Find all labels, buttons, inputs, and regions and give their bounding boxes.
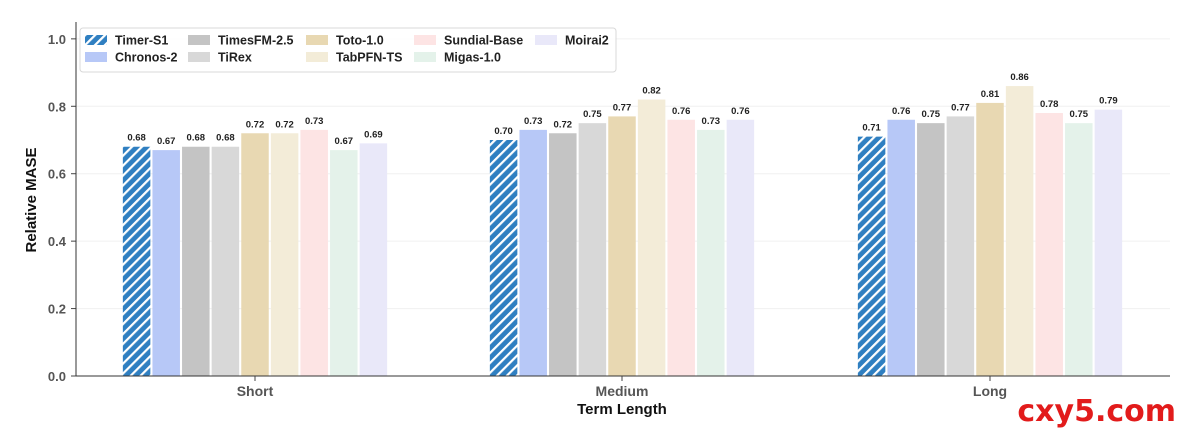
legend-label: Sundial-Base bbox=[444, 34, 523, 48]
data-label: 0.81 bbox=[981, 89, 1000, 100]
legend-swatch bbox=[306, 35, 328, 45]
data-label: 0.68 bbox=[216, 133, 235, 144]
data-label: 0.79 bbox=[1099, 96, 1118, 107]
bar-tirex-long bbox=[946, 116, 975, 377]
bar-timer-s1-medium bbox=[489, 140, 518, 376]
legend-box bbox=[79, 27, 617, 73]
bar-tirex-short bbox=[211, 146, 240, 376]
legend-label: TiRex bbox=[218, 51, 252, 65]
data-label: 0.76 bbox=[731, 106, 750, 117]
bars bbox=[122, 86, 1123, 377]
x-tick-label: Short bbox=[237, 383, 274, 399]
data-label: 0.72 bbox=[246, 119, 265, 130]
bar-tabpfn-ts-medium bbox=[637, 99, 666, 377]
x-tick-label: Medium bbox=[596, 383, 649, 399]
legend-swatch bbox=[188, 35, 210, 45]
bar-sundial-base-long bbox=[1035, 113, 1063, 377]
data-label: 0.76 bbox=[672, 106, 691, 117]
data-label: 0.67 bbox=[157, 136, 176, 147]
data-label: 0.76 bbox=[892, 106, 911, 117]
bar-tirex-medium bbox=[578, 123, 607, 377]
data-labels: 0.68 0.67 0.68 0.68 0.72 0.72 0.73 0.67 0.69 0.70… bbox=[127, 72, 1117, 147]
bar-timesfm-2-5-short bbox=[182, 146, 210, 376]
data-label: 0.72 bbox=[554, 119, 573, 130]
bar-timer-s1-short bbox=[122, 146, 151, 376]
legend-swatch bbox=[535, 35, 557, 45]
legend-swatch bbox=[414, 52, 436, 62]
legend: Timer-S1 Chronos-2 TimesFM-2.5 TiRex Toto-1.… bbox=[79, 27, 617, 73]
x-axis-label: Term Length bbox=[577, 401, 667, 418]
bar-migas-1-0-short bbox=[330, 150, 358, 376]
bar-timer-s1-long bbox=[857, 136, 886, 376]
legend-label: TimesFM-2.5 bbox=[218, 34, 294, 48]
legend-swatch bbox=[85, 35, 107, 45]
data-label: 0.78 bbox=[1040, 99, 1059, 110]
data-label: 0.75 bbox=[922, 109, 941, 120]
bar-tabpfn-ts-short bbox=[270, 133, 299, 376]
bar-timesfm-2-5-medium bbox=[549, 133, 577, 376]
data-label: 0.69 bbox=[364, 129, 383, 140]
data-label: 0.77 bbox=[951, 102, 970, 113]
data-label: 0.73 bbox=[305, 116, 324, 127]
legend-label: Timer-S1 bbox=[115, 34, 168, 48]
bar-migas-1-0-medium bbox=[697, 129, 725, 376]
bar-moirai2-short bbox=[359, 143, 388, 376]
data-label: 0.70 bbox=[494, 126, 513, 137]
bar-toto-1-0-long bbox=[976, 102, 1004, 377]
y-tick-label: 0.8 bbox=[48, 99, 66, 114]
data-label: 0.68 bbox=[127, 133, 146, 144]
bar-moirai2-long bbox=[1094, 109, 1123, 377]
legend-swatch bbox=[306, 52, 328, 62]
bar-sundial-base-short bbox=[300, 129, 328, 376]
bar-migas-1-0-long bbox=[1065, 123, 1093, 377]
data-label: 0.72 bbox=[275, 119, 294, 130]
legend-label: Toto-1.0 bbox=[336, 34, 384, 48]
data-label: 0.73 bbox=[702, 116, 721, 127]
y-tick-label: 0.0 bbox=[48, 369, 66, 384]
bar-tabpfn-ts-long bbox=[1005, 86, 1034, 377]
legend-swatch bbox=[85, 52, 107, 62]
watermark-logo: cxy5.com bbox=[1017, 394, 1176, 429]
legend-label: TabPFN-TS bbox=[336, 51, 402, 65]
bar-toto-1-0-medium bbox=[608, 116, 636, 377]
y-tick-label: 0.4 bbox=[48, 234, 67, 249]
data-label: 0.71 bbox=[862, 123, 881, 134]
bar-chronos-2-long bbox=[887, 119, 915, 377]
legend-swatch bbox=[414, 35, 436, 45]
data-label: 0.77 bbox=[613, 102, 632, 113]
bar-toto-1-0-short bbox=[241, 133, 269, 376]
data-label: 0.86 bbox=[1010, 72, 1029, 83]
y-tick-label: 0.2 bbox=[48, 302, 66, 317]
legend-label: Migas-1.0 bbox=[444, 51, 501, 65]
data-label: 0.67 bbox=[335, 136, 354, 147]
data-label: 0.75 bbox=[1070, 109, 1089, 120]
bar-moirai2-medium bbox=[726, 119, 755, 377]
data-label: 0.75 bbox=[583, 109, 602, 120]
bar-sundial-base-medium bbox=[667, 119, 695, 377]
data-label: 0.73 bbox=[524, 116, 543, 127]
y-axis-label: Relative MASE bbox=[23, 147, 40, 252]
y-tick-label: 1.0 bbox=[48, 32, 66, 47]
bar-timesfm-2-5-long bbox=[917, 123, 945, 377]
legend-label: Chronos-2 bbox=[115, 51, 178, 65]
axes: 0.0 0.2 0.4 0.6 0.8 1.0 Short Medium Long bbox=[48, 22, 1170, 399]
y-tick-label: 0.6 bbox=[48, 167, 66, 182]
bar-chronos-2-medium bbox=[519, 129, 547, 376]
data-label: 0.68 bbox=[187, 133, 206, 144]
legend-swatch bbox=[188, 52, 210, 62]
bar-chronos-2-short bbox=[152, 150, 180, 376]
x-tick-label: Long bbox=[973, 383, 1007, 399]
data-label: 0.82 bbox=[642, 86, 661, 97]
legend-label: Moirai2 bbox=[565, 34, 609, 48]
